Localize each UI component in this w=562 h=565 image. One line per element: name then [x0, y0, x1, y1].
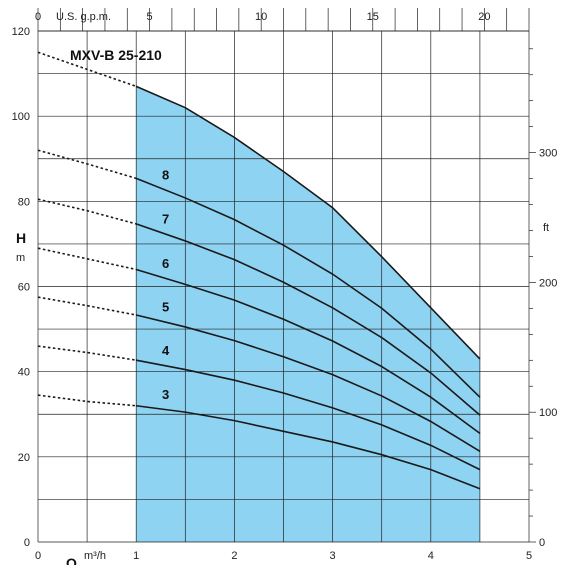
right-tick-label: 300 — [539, 148, 557, 160]
top-tick-label: 10 — [255, 11, 267, 23]
y-axis-unit: m — [16, 252, 25, 264]
envelope-curve-extrapolated — [37, 51, 137, 88]
x-tick-label: 0 — [35, 550, 41, 562]
series-7-label: 7 — [162, 211, 169, 226]
series-6-label: 6 — [162, 256, 169, 271]
series-5-label: 5 — [162, 300, 169, 315]
envelope-curve — [135, 85, 481, 360]
chart-title: MXV-B 25-210 — [70, 47, 162, 63]
series-5-curve — [136, 314, 481, 452]
y-tick-label: 40 — [18, 367, 30, 379]
series-6-extrapolated — [37, 247, 137, 271]
y-tick-label: 60 — [18, 282, 30, 294]
x-tick-label: 3 — [330, 550, 336, 562]
series-3-extrapolated — [37, 394, 137, 407]
top-tick-label: 0 — [35, 11, 41, 23]
series-4-curve — [136, 359, 481, 471]
y-tick-label: 120 — [12, 26, 30, 38]
series-8-label: 8 — [162, 167, 169, 182]
grid — [37, 8, 536, 543]
x-tick-label: 5 — [526, 550, 532, 562]
series-6-curve — [135, 268, 481, 435]
series-8-curve — [135, 177, 481, 398]
operating-range-fill — [136, 86, 480, 542]
y-axis-label: H — [16, 230, 26, 246]
top-axis-label: U.S. g.p.m. — [56, 11, 111, 23]
series-4-label: 4 — [162, 343, 170, 358]
x-tick-label: 2 — [231, 550, 237, 562]
series-3-curve — [136, 404, 481, 490]
x-tick-label: 4 — [428, 550, 434, 562]
series-3-label: 3 — [162, 387, 169, 402]
x-tick-label: 1 — [133, 550, 139, 562]
y-tick-label: 100 — [12, 111, 30, 123]
y-tick-label: 80 — [18, 196, 30, 208]
series-7-extrapolated — [37, 198, 137, 225]
y-tick-label: 20 — [18, 452, 30, 464]
y-tick-label: 0 — [24, 537, 30, 549]
right-axis-unit: ft — [543, 222, 549, 234]
x-axis-unit: m³/h — [84, 550, 106, 562]
right-tick-label: 0 — [539, 537, 545, 549]
curves: 3 4 5 6 7 8 — [37, 51, 481, 490]
top-tick-label: 5 — [147, 11, 153, 23]
series-7-curve — [135, 223, 481, 416]
series-4-extrapolated — [37, 345, 137, 361]
series-5-extrapolated — [37, 296, 137, 316]
right-tick-label: 200 — [539, 277, 557, 289]
right-tick-label: 100 — [539, 407, 557, 419]
x-axis-label: Q — [66, 555, 77, 565]
top-tick-label: 20 — [478, 11, 490, 23]
top-tick-label: 15 — [367, 11, 379, 23]
series-8-extrapolated — [37, 149, 137, 180]
operating-area — [136, 86, 480, 542]
